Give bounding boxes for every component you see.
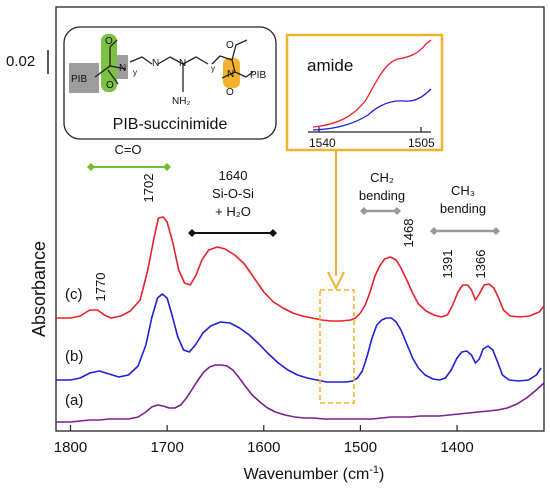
x-axis-label-tail: ) xyxy=(379,466,384,483)
spectra-series xyxy=(56,216,545,423)
ch3-label: CH₃ xyxy=(451,183,475,198)
x-tick-label-1600: 1600 xyxy=(247,439,280,456)
ch2-range-left-marker xyxy=(360,207,368,215)
structure-bonds xyxy=(94,39,254,92)
amide-region-dashed-box xyxy=(319,289,355,404)
series-label-c: (c) xyxy=(65,286,83,303)
peak-label-1391: 1391 xyxy=(440,250,455,279)
sio-label-1640: 1640 xyxy=(219,168,248,183)
series-label-a: (a) xyxy=(65,392,83,409)
peak-label-1702: 1702 xyxy=(141,174,156,203)
x-tick-label-1700: 1700 xyxy=(150,439,183,456)
x-tick-label-1400: 1400 xyxy=(440,439,473,456)
x-tick-label-1500: 1500 xyxy=(344,439,377,456)
structure-caption: PIB-succinimide xyxy=(113,116,228,133)
co-range-left-marker xyxy=(87,163,95,171)
structure-label-n4: N xyxy=(227,69,234,80)
structure-label-o1: O xyxy=(105,36,113,47)
ch2-label: CH₂ xyxy=(370,170,394,185)
inset-title: amide xyxy=(307,56,353,75)
structure-label-n3: N xyxy=(179,58,186,69)
sio-range-right-marker xyxy=(269,229,277,237)
ch3-range-left-marker xyxy=(430,227,438,235)
ch3-range-right-marker xyxy=(492,227,500,235)
x-tick-label-1800: 1800 xyxy=(54,439,87,456)
inset-tick-label-1505: 1505 xyxy=(408,136,435,150)
x-axis-ticks: 1800 1700 1600 1500 1400 xyxy=(54,425,474,456)
structure-label-y2: y xyxy=(211,64,215,73)
structure-label-o3: O xyxy=(226,40,234,51)
co-range-label: C=O xyxy=(114,142,141,157)
amide-inset-box xyxy=(285,33,444,152)
sio-range-left-marker xyxy=(188,229,196,237)
structure-label-pib-right: PIB xyxy=(250,70,266,81)
ch3-bending-label: bending xyxy=(440,201,486,216)
spectrum-line-c xyxy=(56,216,545,322)
ch2-range-right-marker xyxy=(393,207,401,215)
inset-series-red xyxy=(312,39,432,128)
structure-label-o2: O xyxy=(106,80,114,91)
series-label-b: (b) xyxy=(65,348,83,365)
spectrum-line-b xyxy=(56,293,542,383)
scale-bar-label: 0.02 xyxy=(6,53,35,70)
peak-label-1468: 1468 xyxy=(401,219,416,248)
co-range-right-marker xyxy=(163,163,171,171)
peak-label-1770: 1770 xyxy=(93,273,108,302)
n-highlight-left xyxy=(117,55,128,79)
spectrum-line-a xyxy=(56,364,545,423)
sio-label-line3: + H₂O xyxy=(215,204,251,219)
structure-label-n2: N xyxy=(152,58,159,69)
x-axis-label: Wavenumber (cm-1) xyxy=(244,464,385,483)
peak-label-1366: 1366 xyxy=(473,250,488,279)
x-axis-label-main: Wavenumber (cm xyxy=(244,466,370,483)
structure-label-nh2: NH₂ xyxy=(172,96,190,107)
pib-succinimide-structure: PIB O O N y N N NH₂ y O N O PIB PIB-succ… xyxy=(63,26,277,140)
inset-tick-label-1540: 1540 xyxy=(309,136,336,150)
ch2-bending-label: bending xyxy=(359,188,405,203)
sio-label-line2: Si-O-Si xyxy=(212,186,254,201)
structure-label-o4: O xyxy=(226,87,234,98)
plot-frame xyxy=(55,6,545,432)
structure-label-pib-left: PIB xyxy=(71,74,87,85)
inset-series-blue xyxy=(312,88,432,131)
x-axis-label-sup: -1 xyxy=(369,464,379,476)
structure-label-n1: N xyxy=(119,63,126,74)
structure-label-y1: y xyxy=(133,68,137,77)
inset-pointer-arrowhead xyxy=(327,271,345,291)
pib-highlight-left xyxy=(69,63,99,93)
y-axis-label: Absorbance xyxy=(29,241,49,337)
